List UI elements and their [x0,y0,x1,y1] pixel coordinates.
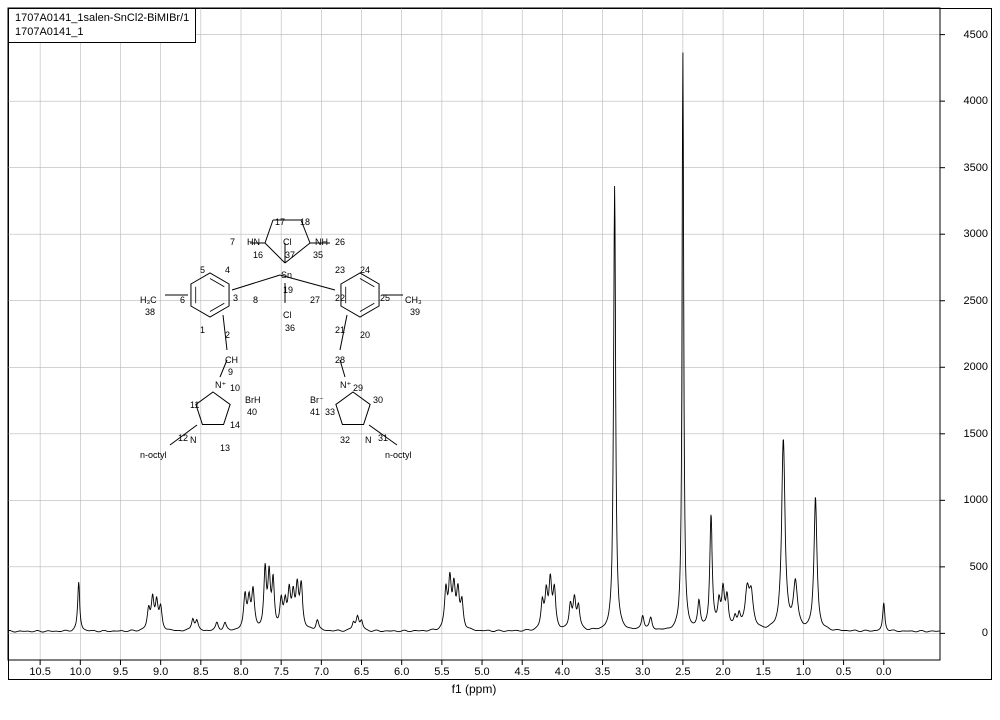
atom-label: 26 [335,237,345,247]
atom-label: 11 [190,400,199,410]
atom-label: 39 [410,307,420,317]
atom-label: 33 [325,407,335,417]
x-tick-label: 4.0 [555,666,570,678]
x-tick-label: 8.5 [193,666,208,678]
title-line-2: 1707A0141_1 [15,25,189,39]
atom-label: n-octyl [140,450,167,460]
atom-label: 2 [225,330,230,340]
x-tick-label: 7.0 [314,666,329,678]
atom-label: 36 [285,323,295,333]
y-tick-label: 2000 [948,361,988,373]
x-tick-label: 6.5 [354,666,369,678]
atom-label: Cl [283,310,292,320]
atom-label: 17 [275,217,285,227]
y-tick-label: 1000 [948,494,988,506]
x-tick-label: 6.0 [394,666,409,678]
y-tick-label: 1500 [948,428,988,440]
y-tick-label: 4500 [948,29,988,41]
atom-label: NH [315,237,328,247]
atom-label: 40 [247,407,257,417]
atom-label: Sn [281,270,292,280]
atom-label: 1 [200,325,205,335]
y-tick-label: 3500 [948,162,988,174]
y-tick-label: 3000 [948,228,988,240]
atom-label: N [365,435,372,445]
atom-label: CH [225,355,238,365]
atom-label: H₃C [140,295,157,305]
x-tick-label: 9.0 [153,666,168,678]
atom-label: 8 [253,295,258,305]
atom-label: BrH [245,395,261,405]
atom-label: 37 [285,250,295,260]
atom-label: 21 [335,325,345,335]
atom-label: 18 [300,217,310,227]
atom-label: N [190,435,197,445]
atom-label: 25 [380,293,390,303]
x-tick-label: 5.5 [434,666,449,678]
atom-label: 19 [283,285,293,295]
atom-label: 5 [200,265,205,275]
atom-label: 14 [230,420,240,430]
x-tick-label: 10.0 [70,666,91,678]
x-tick-label: 1.0 [796,666,811,678]
atom-label: CH₃ [405,295,422,305]
atom-label: N⁺ [215,380,226,391]
atom-label: 16 [253,250,263,260]
y-tick-label: 0 [948,627,988,639]
atom-label: 10 [230,383,240,393]
atom-label: 23 [335,265,345,275]
atom-label: Br⁻ [310,395,324,406]
atom-label: 29 [353,383,363,393]
x-tick-label: 4.5 [515,666,530,678]
y-tick-label: 2500 [948,295,988,307]
x-tick-label: 9.5 [113,666,128,678]
x-tick-label: 3.5 [595,666,610,678]
atom-label: 35 [313,250,323,260]
atom-label: 3 [233,293,238,303]
atom-label: 7 [230,237,235,247]
atom-label: 12 [178,433,188,443]
atom-label: Cl [283,237,292,247]
x-tick-label: 7.5 [274,666,289,678]
x-tick-label: 0.5 [836,666,851,678]
atom-label: 6 [180,295,185,305]
x-tick-label: 2.5 [675,666,690,678]
title-line-1: 1707A0141_1salen-SnCl2-BiMIBr/1 [15,11,189,25]
x-tick-label: 0.0 [876,666,891,678]
x-tick-label: 2.0 [715,666,730,678]
atom-label: 27 [310,295,320,305]
molecule-diagram: H₃C3854631827HN161718Cl37Sn19Cl36NH35262… [135,195,445,455]
atom-label: 31 [378,433,388,443]
atom-label: 41 [310,407,320,417]
y-tick-label: 500 [948,561,988,573]
atom-label: 9 [228,367,233,377]
atom-label: N⁺ [340,380,351,391]
atom-label: 20 [360,330,370,340]
x-tick-label: 10.5 [29,666,50,678]
atom-label: 28 [335,355,345,365]
atom-label: 22 [335,293,345,303]
atom-label: 32 [340,435,350,445]
x-tick-label: 3.0 [635,666,650,678]
atom-label: 4 [225,265,230,275]
x-tick-label: 5.0 [474,666,489,678]
x-tick-label: 1.5 [756,666,771,678]
atom-label: 30 [373,395,383,405]
x-tick-label: 8.0 [233,666,248,678]
y-tick-label: 4000 [948,95,988,107]
atom-label: 38 [145,307,155,317]
atom-label: 24 [360,265,370,275]
atom-label: n-octyl [385,450,412,460]
spectrum-title-box: 1707A0141_1salen-SnCl2-BiMIBr/1 1707A014… [8,8,196,43]
x-axis-label: f1 (ppm) [452,682,497,696]
atom-label: HN [247,237,260,247]
atom-label: 13 [220,443,230,453]
